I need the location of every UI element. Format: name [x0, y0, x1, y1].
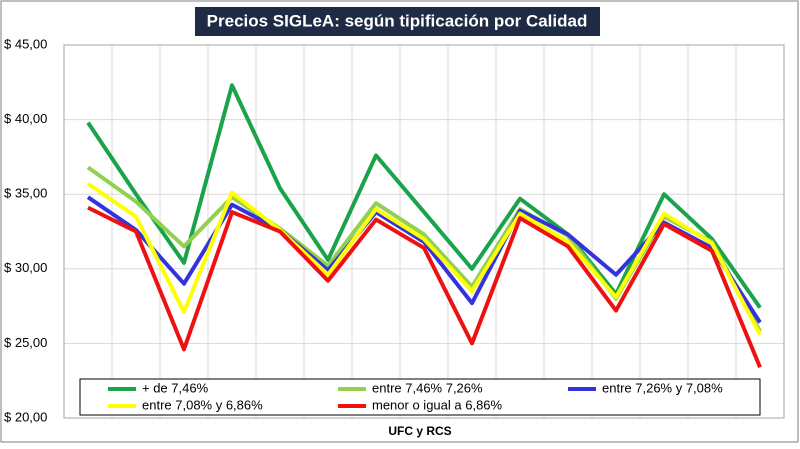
y-tick-label: $ 35,00: [4, 186, 47, 201]
series-line: [86, 182, 762, 336]
y-tick-label: $ 45,00: [4, 36, 47, 51]
legend-box: [79, 378, 761, 416]
chart-title: Precios SIGLeA: según tipificación por C…: [207, 11, 588, 30]
series-line: [86, 83, 762, 309]
legend-label: menor o igual a 6,86%: [372, 397, 503, 412]
x-axis-title: UFC y RCS: [388, 424, 451, 438]
y-tick-label: $ 25,00: [4, 335, 47, 350]
title-box: [195, 7, 600, 36]
y-tick-label: $ 30,00: [4, 260, 47, 275]
plot-border: [63, 44, 785, 419]
legend-label: + de 7,46%: [142, 380, 209, 395]
series-line: [87, 205, 762, 369]
y-tick-label: $ 40,00: [4, 111, 47, 126]
legend-label: entre 7,26% y 7,08%: [602, 380, 723, 395]
y-tick-label: $ 20,00: [4, 409, 47, 424]
legend-label: entre 7,08% y 6,86%: [142, 397, 263, 412]
legend-label: entre 7,46% 7,26%: [372, 380, 483, 395]
